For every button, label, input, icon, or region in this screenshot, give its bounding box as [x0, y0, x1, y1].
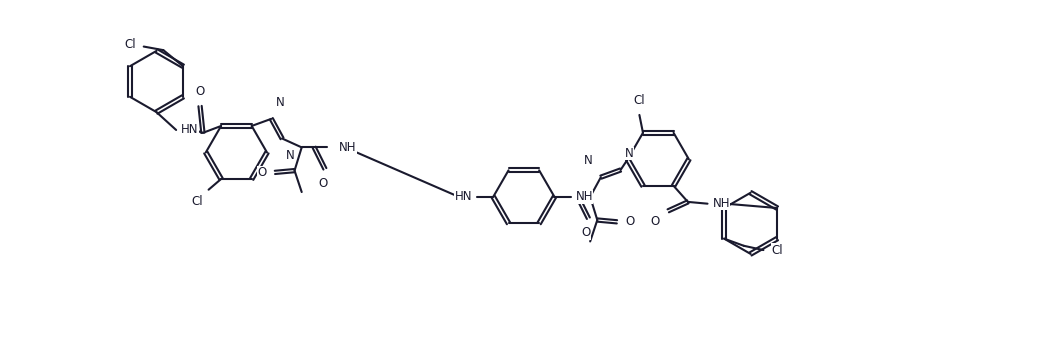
Text: NH: NH: [713, 197, 730, 210]
Text: NH: NH: [339, 141, 356, 154]
Text: Cl: Cl: [633, 94, 645, 107]
Text: N: N: [276, 96, 284, 109]
Text: HN: HN: [181, 123, 199, 136]
Text: O: O: [651, 215, 660, 228]
Text: HN: HN: [454, 190, 472, 203]
Text: N: N: [584, 154, 593, 167]
Text: O: O: [582, 226, 591, 239]
Text: Cl: Cl: [771, 244, 783, 257]
Text: Cl: Cl: [192, 195, 203, 208]
Text: O: O: [626, 215, 634, 228]
Text: O: O: [257, 166, 267, 179]
Text: Cl: Cl: [123, 38, 135, 51]
Text: NH: NH: [576, 190, 593, 203]
Text: N: N: [625, 147, 633, 160]
Text: O: O: [318, 177, 328, 190]
Text: N: N: [286, 149, 295, 162]
Text: O: O: [196, 85, 204, 98]
